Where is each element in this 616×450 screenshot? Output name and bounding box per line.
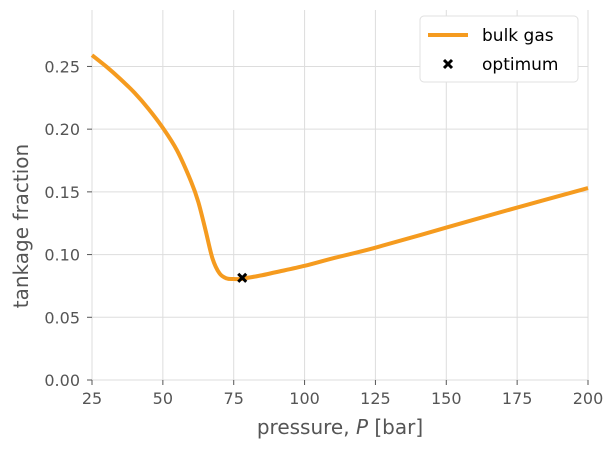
x-tick-label: 100: [289, 389, 320, 408]
x-tick-label: 75: [224, 389, 244, 408]
legend: bulk gas optimum: [419, 15, 579, 83]
y-tick-label: 0.15: [44, 183, 80, 202]
series-line-bulk-gas: [90, 53, 589, 282]
x-tick-label: 50: [153, 389, 173, 408]
plot-markers: [237, 272, 248, 283]
x-tick-label: 150: [431, 389, 462, 408]
legend-frame: [419, 15, 579, 83]
plot-series: [90, 53, 589, 282]
y-ticks: 0.00 0.05 0.10 0.15 0.20 0.25: [44, 57, 92, 390]
legend-optimum-x: [442, 58, 454, 70]
x-tick-label: 175: [502, 389, 533, 408]
x-tick-label: 25: [82, 389, 102, 408]
x-tick-label: 200: [573, 389, 604, 408]
y-axis-title: tankage fraction: [9, 144, 33, 308]
legend-swatch-optimum: [442, 58, 454, 70]
legend-label-bulk-gas: bulk gas: [482, 26, 554, 46]
y-tick-label: 0.10: [44, 246, 80, 265]
x-ticks: 25 50 75 100 125 150 175 200: [82, 380, 603, 408]
y-tick-label: 0.05: [44, 308, 80, 327]
y-tick-label: 0.00: [44, 371, 80, 390]
y-tick-label: 0.20: [44, 120, 80, 139]
optimum-marker: [237, 272, 248, 283]
x-tick-label: 125: [360, 389, 391, 408]
x-axis-title: pressure, P [bar]: [257, 415, 423, 439]
legend-label-optimum: optimum: [482, 55, 558, 75]
y-tick-label: 0.25: [44, 57, 80, 76]
